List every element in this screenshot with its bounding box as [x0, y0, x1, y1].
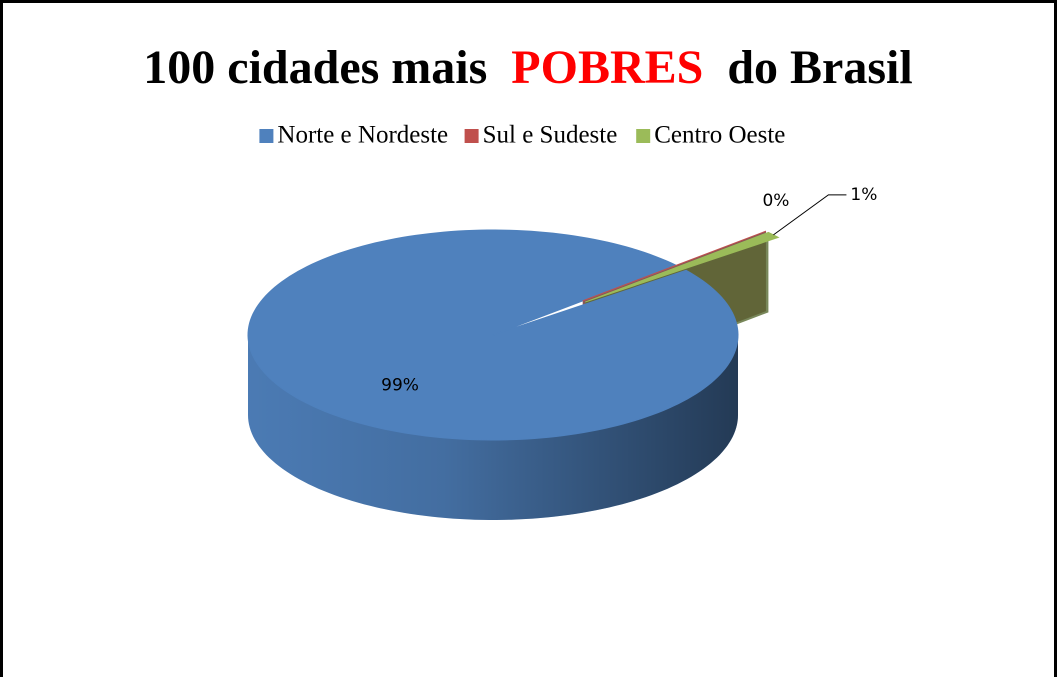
title-part: 100 cidades mais [143, 41, 487, 94]
pie-slice [247, 229, 739, 441]
legend-swatch [636, 129, 651, 143]
pie-slice [585, 231, 780, 303]
data-label: 0% [762, 191, 789, 211]
title-part: do Brasil [727, 41, 912, 94]
legend-label: Norte e Nordeste [277, 122, 448, 149]
legend-swatch [259, 129, 274, 143]
title-part: POBRES [511, 41, 703, 94]
data-label: 1% [850, 185, 877, 205]
legend-label: Sul e Sudeste [483, 122, 618, 149]
pie-side-shade [248, 335, 738, 520]
data-label: 99% [381, 375, 419, 395]
pie-slice [582, 230, 767, 302]
legend-swatch [464, 129, 479, 143]
pie: 99% 0% 1% [247, 185, 877, 520]
chart-title: 100 cidades mais POBRES do Brasil [143, 41, 912, 94]
leader-line [773, 194, 847, 236]
legend-label: Centro Oeste [654, 122, 785, 149]
legend: Norte e Nordeste Sul e Sudeste Centro Oest… [259, 122, 785, 149]
